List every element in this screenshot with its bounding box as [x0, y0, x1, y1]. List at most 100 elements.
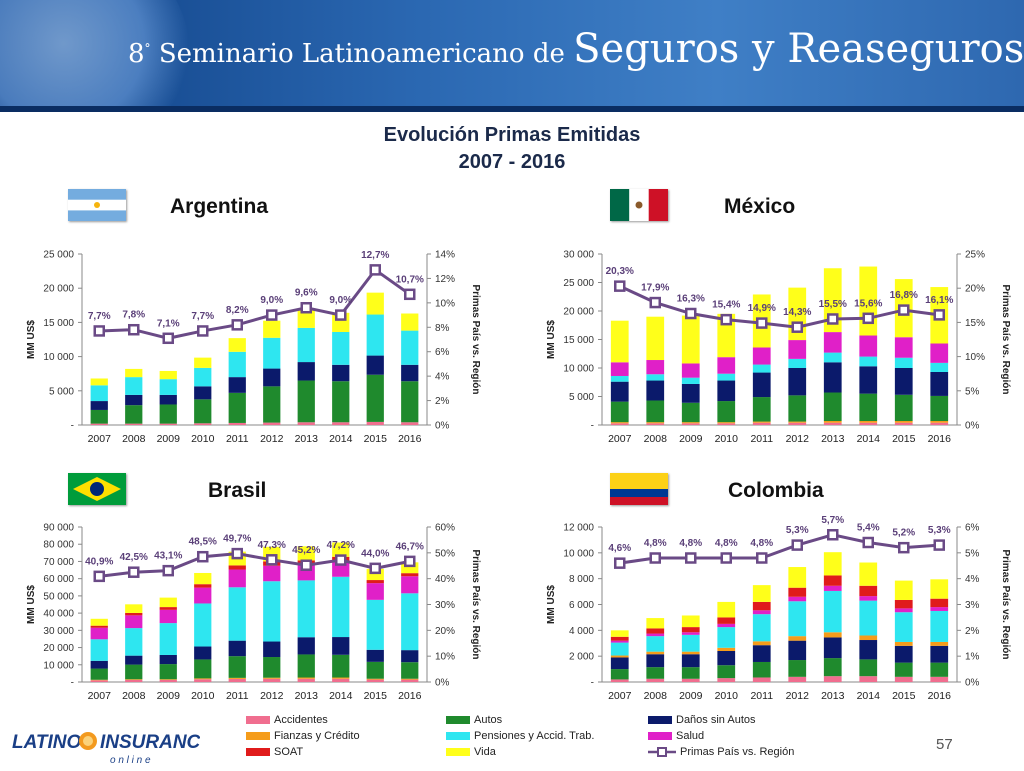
share-marker: [862, 312, 874, 325]
bar-segment: [263, 657, 281, 678]
bar-segment: [366, 679, 384, 682]
bar-segment: [646, 633, 665, 637]
share-marker: [862, 536, 874, 549]
bar-segment: [788, 596, 807, 602]
x-tick-label: 2007: [88, 433, 112, 445]
bar-segment: [823, 392, 842, 422]
x-tick-label: 2013: [821, 433, 845, 445]
y2-tick-label: 0%: [965, 421, 980, 432]
bar-segment: [401, 576, 419, 594]
logo-graphic: LATINO INSURANCE o n l i n e: [12, 732, 214, 766]
legend-item-danos: Daños sin Autos: [648, 714, 756, 726]
bar-segment: [125, 679, 143, 682]
y2-tick-label: 3%: [965, 600, 980, 611]
bar-segment: [894, 662, 913, 677]
legend-swatch: [246, 716, 270, 725]
bar-segment: [681, 363, 700, 378]
y-tick-label: 80 000: [43, 540, 74, 551]
share-marker: [300, 301, 312, 314]
x-tick-label: 2010: [715, 690, 739, 702]
y2-tick-label: 14%: [435, 250, 455, 261]
share-data-label: 20,3%: [606, 266, 634, 277]
share-marker: [614, 557, 626, 569]
legend-swatch: [648, 716, 672, 725]
legend-item-vida: Vida: [446, 746, 496, 758]
bar-segment: [228, 351, 246, 378]
share-marker: [93, 325, 105, 337]
bar-segment: [159, 654, 177, 665]
bar-segment: [610, 401, 629, 423]
bar-segment: [228, 392, 246, 423]
bar-segment: [263, 368, 281, 387]
share-marker: [756, 317, 768, 329]
bar-segment: [610, 655, 629, 658]
y-axis-title: MM US$: [26, 585, 37, 624]
bar-segment: [681, 632, 700, 635]
bar-segment: [194, 423, 212, 425]
chart-legend: Accidentes Fianzas y Crédito SOAT Autos …: [246, 714, 846, 764]
main-title-line1: Evolución Primas Emitidas: [383, 124, 641, 146]
share-marker: [266, 554, 278, 566]
globe-graphic: [0, 0, 190, 112]
legend-line-marker-icon: [648, 747, 676, 758]
y2-tick-label: 12%: [435, 274, 455, 285]
x-tick-label: 2016: [398, 690, 422, 702]
bar-segment: [159, 664, 177, 680]
chart-country-mexico: México: [724, 195, 796, 218]
bar-segment: [401, 330, 419, 365]
share-marker: [93, 570, 105, 583]
y2-tick-label: 10%: [435, 652, 455, 663]
y2-tick-label: 20%: [965, 284, 985, 295]
bar-segment: [159, 623, 177, 655]
share-marker: [720, 552, 732, 564]
bar-segment: [125, 612, 143, 616]
x-tick-label: 2014: [329, 433, 353, 445]
bar-segment: [646, 667, 665, 679]
bar-segment: [90, 680, 108, 682]
bar-segment: [332, 422, 350, 425]
share-data-label: 7,7%: [191, 311, 214, 322]
y-tick-label: -: [591, 678, 594, 689]
bar-segment: [159, 679, 177, 680]
bar-segment: [228, 569, 246, 588]
y-axis-title: MM US$: [546, 585, 557, 624]
share-marker: [197, 550, 209, 563]
bar-segment: [194, 357, 212, 368]
x-tick-label: 2009: [157, 690, 181, 702]
y-tick-label: -: [71, 678, 74, 689]
bar-segment: [610, 636, 629, 641]
bar-segment: [366, 568, 384, 581]
bar-segment: [297, 637, 315, 655]
share-marker: [791, 321, 803, 333]
bar-segment: [610, 630, 629, 637]
share-data-label: 7,8%: [122, 310, 145, 321]
x-tick-label: 2013: [295, 433, 319, 445]
bar-segment: [610, 669, 629, 680]
bar-segment: [930, 343, 949, 363]
share-data-label: 4,8%: [644, 538, 667, 549]
bar-segment: [194, 678, 212, 680]
bar-segment: [894, 421, 913, 423]
bar-segment: [125, 423, 143, 425]
bar-segment: [263, 320, 281, 338]
mexico-flag-icon: [610, 189, 668, 221]
bar-segment: [194, 572, 212, 585]
bar-segment: [681, 627, 700, 633]
legend-item-accidentes: Accidentes: [246, 714, 328, 726]
share-data-label: 5,4%: [857, 523, 880, 534]
bar-segment: [646, 636, 665, 652]
bar-segment: [859, 422, 878, 425]
bar-segment: [90, 627, 108, 640]
bar-segment: [401, 679, 419, 682]
bar-segment: [930, 610, 949, 642]
share-data-label: 9,6%: [295, 288, 318, 299]
y-tick-label: -: [71, 421, 74, 432]
bar-segment: [610, 422, 629, 424]
y-tick-label: 4 000: [569, 626, 594, 637]
bar-segment: [228, 377, 246, 393]
bar-segment: [823, 575, 842, 586]
bar-segment: [930, 422, 949, 425]
legend-item-line: Primas País vs. Región: [648, 746, 794, 758]
share-marker: [827, 313, 839, 325]
y-tick-label: 40 000: [43, 609, 74, 620]
